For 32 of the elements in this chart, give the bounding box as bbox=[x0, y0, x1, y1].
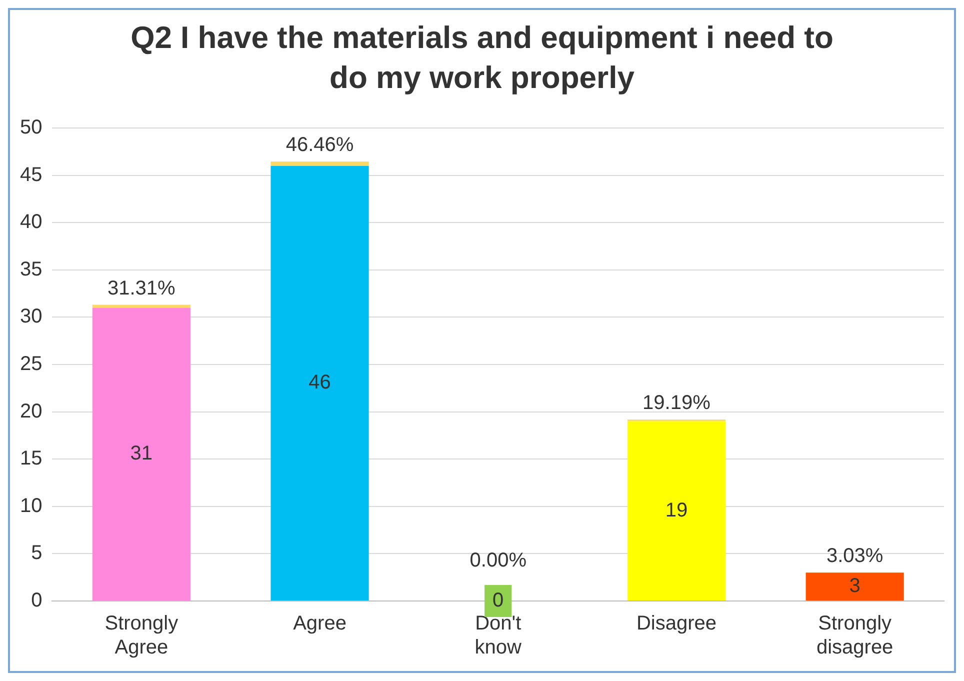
chart-title: Q2 I have the materials and equipment i need to do my work properly bbox=[130, 19, 834, 97]
data-label: 3.03% bbox=[826, 544, 884, 567]
data-label: 0.00% bbox=[470, 550, 527, 572]
y-tick-label: 45 bbox=[20, 164, 42, 186]
y-tick-label: 15 bbox=[20, 448, 42, 470]
y-tick-label: 35 bbox=[20, 258, 42, 280]
y-tick-label: 5 bbox=[31, 542, 42, 564]
data-label: 19 bbox=[665, 499, 688, 522]
x-tick-label: Strongly disagree bbox=[816, 612, 894, 659]
y-tick-label: 0 bbox=[31, 590, 42, 612]
y-tick-label: 40 bbox=[20, 211, 42, 234]
y-tick-label: 30 bbox=[20, 306, 42, 328]
bar bbox=[270, 166, 369, 600]
y-tick-label: 25 bbox=[20, 353, 42, 376]
data-label: 31 bbox=[130, 442, 153, 465]
data-label: 46 bbox=[308, 372, 331, 394]
x-tick-label: Disagree bbox=[636, 612, 716, 635]
data-label: 3 bbox=[849, 575, 860, 598]
bar bbox=[92, 308, 190, 600]
bar bbox=[627, 421, 726, 600]
x-tick-label: Don't know bbox=[474, 612, 522, 659]
y-tick-label: 20 bbox=[20, 400, 42, 422]
data-label: 31.31% bbox=[108, 277, 176, 300]
x-tick-label: Agree bbox=[293, 612, 346, 635]
data-label: 19.19% bbox=[642, 392, 711, 414]
y-tick-label: 10 bbox=[20, 494, 42, 517]
bar bbox=[806, 572, 904, 600]
data-label: 46.46% bbox=[286, 134, 354, 156]
bar bbox=[270, 161, 369, 166]
data-label: 0 bbox=[492, 590, 504, 612]
y-tick-label: 50 bbox=[20, 116, 42, 139]
x-tick-label: Strongly Agree bbox=[104, 612, 178, 659]
